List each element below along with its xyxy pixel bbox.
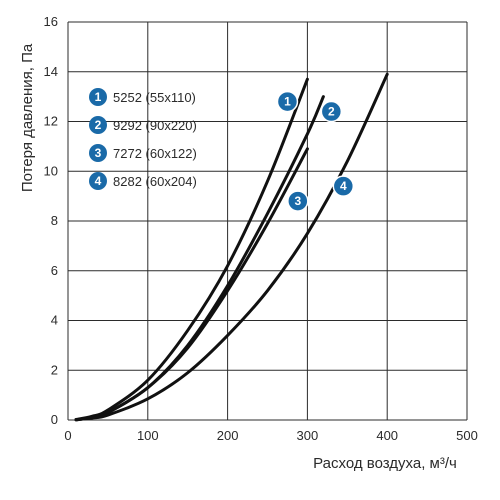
series-badge-3 (287, 190, 309, 212)
series-badge-number: 4 (340, 179, 347, 193)
legend-entry-4: 8282 (60x204) (113, 174, 197, 189)
series-badge-4 (332, 175, 355, 197)
x-tick-label: 300 (297, 428, 319, 443)
legend-marker-number: 4 (95, 174, 102, 188)
x-tick-labels: 0 100 200 300 400 500 (64, 428, 477, 443)
series-lines (74, 72, 389, 422)
legend-marker-4 (89, 172, 107, 190)
y-tick-label: 2 (51, 362, 58, 377)
y-tick-label: 16 (44, 14, 58, 29)
grid (67, 21, 468, 421)
y-axis-title: Потеря давления, Па (19, 43, 36, 192)
x-tick-label: 0 (64, 428, 71, 443)
series-badge-2 (320, 100, 343, 123)
y-tick-label: 12 (44, 114, 58, 129)
y-tick-label: 0 (51, 412, 58, 427)
x-tick-label: 200 (217, 428, 239, 443)
series-badges: 1 2 3 4 (276, 90, 355, 212)
legend-marker-number: 3 (95, 146, 102, 160)
series-badge-1 (276, 90, 299, 113)
x-axis-title: Расход воздуха, м³/ч (313, 455, 457, 472)
legend-entry-1: 5252 (55x110) (113, 90, 196, 105)
y-tick-label: 6 (51, 263, 58, 278)
legend: 1 5252 (55x110) 2 9292 (90x220) 3 7272 (60x12… (89, 88, 197, 190)
legend-marker-2 (89, 116, 107, 134)
y-tick-label: 10 (44, 163, 58, 178)
series-badge-number: 2 (328, 105, 335, 119)
legend-marker-number: 1 (95, 90, 102, 104)
legend-marker-3 (89, 144, 107, 162)
x-tick-label: 100 (137, 428, 159, 443)
y-tick-label: 14 (44, 64, 58, 79)
legend-marker-number: 2 (95, 118, 102, 132)
y-tick-label: 4 (51, 313, 58, 328)
x-tick-label: 500 (456, 428, 478, 443)
legend-entry-3: 7272 (60x122) (113, 146, 197, 161)
series-badge-number: 1 (284, 95, 291, 109)
legend-entry-2: 9292 (90x220) (113, 118, 197, 133)
series-badge-number: 3 (294, 194, 301, 208)
x-tick-label: 400 (376, 428, 398, 443)
legend-marker-1 (89, 88, 107, 106)
y-tick-labels: 0 2 4 6 8 10 12 14 16 (44, 14, 58, 427)
y-tick-label: 8 (51, 213, 58, 228)
